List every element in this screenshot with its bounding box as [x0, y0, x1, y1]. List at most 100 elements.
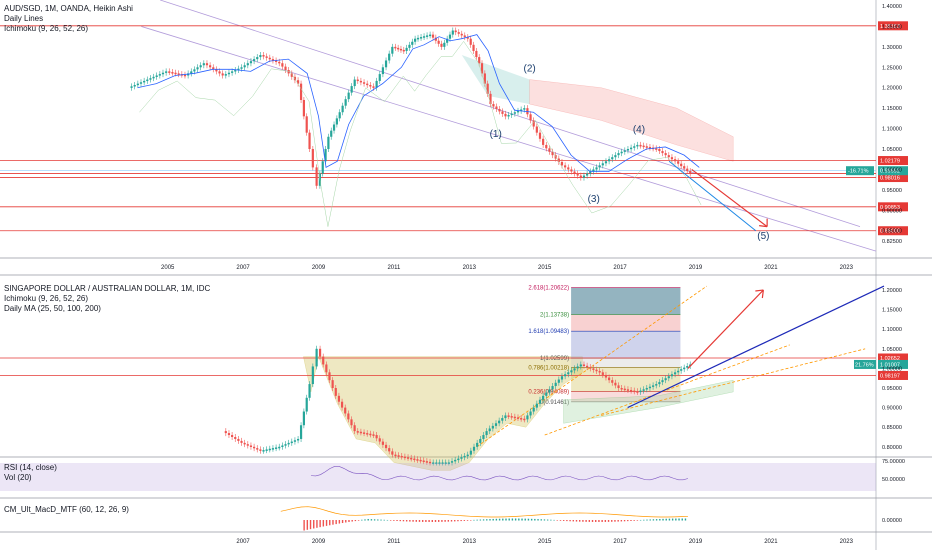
bottom-time-tick: 2017 [613, 539, 627, 545]
macd-histogram-bar [454, 520, 456, 522]
top-candle [448, 34, 452, 39]
bottom-candle [504, 415, 507, 419]
top-candle [394, 46, 397, 49]
top-candle [542, 138, 545, 145]
bottom-candle [642, 389, 645, 391]
macd-histogram-bar [678, 518, 680, 521]
bottom-candle [520, 418, 523, 420]
top-candle [507, 114, 510, 117]
projection-red-arrow [691, 168, 768, 228]
macd-histogram-bar [345, 520, 347, 523]
top-candle [416, 37, 420, 40]
macd-histogram-bar [595, 520, 597, 522]
top-time-tick: 2015 [538, 265, 552, 271]
top-candle [446, 38, 449, 43]
top-candle [478, 57, 481, 64]
top-candle [535, 126, 538, 133]
top-candle [586, 173, 589, 176]
top-candle [299, 83, 303, 100]
bottom-candle [278, 446, 281, 449]
bottom-candle [311, 366, 314, 385]
top-candle [469, 38, 472, 45]
top-candle [510, 113, 513, 116]
macd-histogram-bar [607, 520, 610, 522]
rsi-price-tick: 50.00000 [882, 477, 905, 483]
bottom-price-tick: 0.85000 [882, 425, 902, 431]
macd-histogram-bar [569, 520, 571, 522]
top-candle [133, 84, 136, 87]
top-candle [601, 163, 604, 166]
bottom-candle [284, 444, 287, 446]
bottom-candle [494, 423, 498, 426]
macd-histogram-bar [332, 520, 334, 525]
top-candle [440, 43, 443, 47]
top-candle [155, 75, 158, 77]
bottom-candle [548, 389, 551, 393]
top-candle [139, 82, 143, 84]
bottom-indicator-2: Daily MA (25, 50, 100, 200) [4, 304, 101, 313]
top-candle [221, 73, 224, 76]
macd-histogram-bar [684, 518, 687, 521]
top-candle [265, 56, 268, 58]
top-candle [332, 124, 336, 131]
bottom-candle [491, 425, 494, 429]
bottom-candle [513, 416, 516, 419]
bottom-candle [526, 415, 529, 420]
top-candle [369, 84, 372, 87]
macd-histogram-bar [534, 518, 536, 521]
bottom-level-label: 0.98197 [880, 373, 900, 379]
macd-histogram-bar [473, 519, 475, 521]
bottom-candle [677, 370, 680, 373]
price-level-tag [878, 202, 908, 212]
bottom-candle [664, 378, 667, 381]
top-candle [504, 113, 507, 117]
bottom-red-arrow [687, 289, 764, 369]
macd-histogram-bar [671, 518, 674, 521]
bottom-candle [334, 388, 337, 396]
top-candle [384, 60, 388, 68]
macd-histogram-bar [399, 520, 401, 522]
top-candle [249, 61, 253, 64]
bottom-time-tick: 2021 [764, 539, 778, 545]
top-candle [256, 57, 259, 60]
bottom-candle [406, 457, 410, 459]
top-price-tick: 1.25000 [882, 65, 902, 71]
top-candle [234, 70, 237, 72]
bottom-red-arrowhead [755, 289, 764, 299]
fib-zone [571, 287, 681, 315]
macd-histogram-bar [627, 520, 629, 522]
macd-histogram-bar [335, 520, 337, 525]
top-candle [422, 36, 426, 38]
macd-histogram-bar [502, 518, 504, 521]
top-candle [411, 41, 414, 45]
price-level-tag [878, 226, 908, 236]
bottom-time-tick: 2007 [236, 539, 250, 545]
top-candle [523, 108, 526, 110]
bottom-candle [655, 384, 658, 386]
bottom-price-tick: 0.90000 [882, 406, 902, 412]
bottom-candle [604, 374, 608, 378]
price-level-label: 0.90853 [880, 205, 900, 211]
top-candle [626, 149, 630, 151]
bottom-price-tick: 1.00000 [882, 366, 902, 372]
bottom-candle [551, 386, 554, 390]
macd-histogram-bar [662, 518, 664, 521]
price-level-tag [878, 21, 908, 31]
top-candle [639, 144, 642, 147]
macd-histogram-bar [511, 518, 514, 521]
macd-histogram-bar [611, 520, 613, 522]
top-candle [338, 112, 341, 119]
price-level-tag [878, 173, 908, 183]
macd-histogram-bar [460, 520, 462, 522]
top-candle [538, 132, 542, 139]
bottom-change-tag [854, 359, 876, 369]
top-candle [284, 66, 287, 71]
bottom-time-tick: 2019 [689, 539, 703, 545]
top-candle [271, 59, 275, 61]
macd-histogram-bar [681, 518, 683, 521]
top-candle [378, 74, 381, 81]
top-candle [472, 44, 475, 51]
macd-histogram-bar [646, 519, 648, 521]
bottom-candle [281, 445, 284, 447]
